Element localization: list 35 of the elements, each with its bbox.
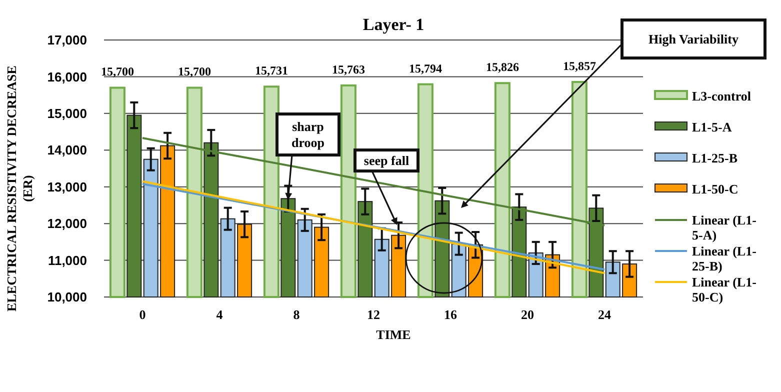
- legend-label: Linear (L1-5-A): [692, 212, 756, 243]
- data-label: 15,857: [562, 58, 596, 73]
- x-tick-label: 12: [367, 307, 380, 322]
- x-tick-label: 24: [598, 307, 612, 322]
- y-tick-label: 13,000: [47, 179, 87, 194]
- y-tick-label: 15,000: [47, 106, 87, 121]
- chart-title: Layer- 1: [362, 15, 424, 34]
- x-axis-title: TIME: [376, 327, 411, 342]
- legend-label: L1-25-B: [692, 150, 738, 166]
- legend-label: L1-5-A: [692, 120, 732, 135]
- legend-label: Linear (L1-50-C): [692, 274, 756, 305]
- data-label: 15,826: [486, 60, 519, 74]
- annotation: sharp droop: [292, 119, 324, 150]
- y-tick-label: 11,000: [48, 252, 87, 268]
- data-label: 15,794: [408, 61, 442, 76]
- data-label: 15,763: [332, 62, 365, 76]
- y-tick-label: 16,000: [47, 69, 87, 84]
- x-tick-label: 8: [293, 307, 300, 322]
- x-tick-label: 16: [444, 307, 458, 322]
- x-tick-label: 0: [139, 307, 146, 322]
- data-label: 15,700: [100, 64, 134, 79]
- annotation: seep fall: [364, 153, 410, 168]
- y-axis-title: ELECTRICAL RESISTIVITY DECREASE (ER): [4, 66, 35, 312]
- legend-label: Linear (L1-25-B): [692, 244, 756, 274]
- y-tick-label: 10,000: [47, 290, 87, 305]
- data-label: 15,731: [254, 64, 288, 78]
- legend-label: L3-control: [692, 88, 752, 104]
- legend-label: L1-50-C: [692, 182, 738, 197]
- text: High Variability: [648, 32, 739, 47]
- y-tick-label: 12,000: [47, 216, 87, 232]
- y-tick-label: 14,000: [47, 142, 87, 158]
- y-tick-label: 17,000: [47, 32, 87, 48]
- x-tick-label: 4: [216, 307, 224, 322]
- data-label: 15,700: [178, 64, 211, 79]
- x-tick-label: 20: [521, 307, 534, 322]
